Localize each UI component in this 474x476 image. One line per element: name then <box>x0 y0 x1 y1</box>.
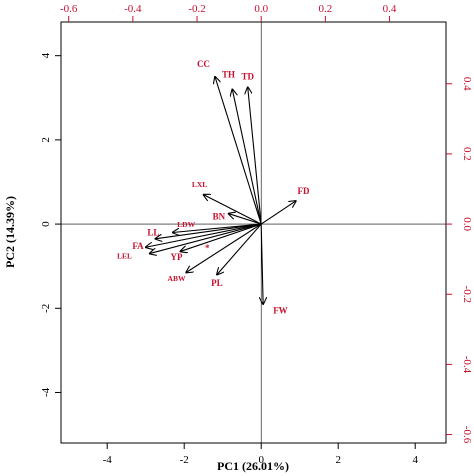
vector-lel-arrow <box>150 223 262 253</box>
x-axis-title: PC1 (26.01%) <box>217 459 289 473</box>
vector-yp-arrow <box>180 223 262 251</box>
vector-ll-arrow <box>155 223 262 239</box>
top-tick-label: -0.2 <box>188 3 205 15</box>
top-tick-label: -0.6 <box>60 3 78 15</box>
x-tick-label: 2 <box>335 454 341 466</box>
vector-bn-arrow <box>228 214 262 225</box>
vector-pl-arrow <box>217 223 262 275</box>
right-tick-label: 0.2 <box>461 147 473 161</box>
x-tick-label: 4 <box>412 454 418 466</box>
vector-fa-label: FA <box>132 241 144 251</box>
vector-td-label: TD <box>241 72 254 82</box>
vector-cc-arrow <box>215 77 262 225</box>
left-axis: -4 -2 0 2 4 <box>40 52 61 397</box>
vector-abw-arrow <box>186 223 262 272</box>
x-tick-label: 0 <box>258 454 264 466</box>
y-tick-label: 4 <box>40 52 52 58</box>
vector-lel-label: LEL <box>117 252 132 261</box>
x-tick-label: -4 <box>103 454 113 466</box>
top-tick-label: -0.4 <box>124 3 142 15</box>
vector-ldw-label: LDW <box>177 220 195 229</box>
top-tick-label: 0.2 <box>318 3 332 15</box>
y-tick-label: 0 <box>40 221 52 227</box>
bottom-axis: -4 -2 0 2 4 <box>103 443 418 466</box>
vector-pl-label: PL <box>211 278 223 288</box>
top-tick-label: 0.0 <box>254 3 268 15</box>
x-tick-label: -2 <box>180 454 189 466</box>
top-tick-label: 0.4 <box>383 3 397 15</box>
vector-fd-label: FD <box>298 186 310 196</box>
vector-yp-label: YP <box>171 252 183 262</box>
vector-lxl-label: LXL <box>192 180 207 189</box>
vector-fw-arrow <box>261 224 263 304</box>
top-axis: -0.6 -0.4 -0.2 0.0 0.2 0.4 <box>60 3 397 22</box>
vector-cc-label: CC <box>197 59 210 69</box>
y-tick-label: -4 <box>40 387 52 397</box>
y-tick-label: 2 <box>40 137 52 143</box>
vector-th-arrow <box>232 89 262 225</box>
right-tick-label: -0.4 <box>461 356 473 374</box>
vector-ldw-arrow <box>173 223 262 232</box>
plot-frame <box>60 21 447 444</box>
vector-fd-arrow <box>260 201 296 225</box>
vector-th-label: TH <box>222 70 235 80</box>
vector-fw-label: FW <box>273 305 288 315</box>
vector-bn-label: BN <box>213 212 226 222</box>
right-tick-label: -0.2 <box>461 286 473 303</box>
y-tick-label: -2 <box>40 304 52 313</box>
right-axis: -0.6 -0.4 -0.2 0.0 0.2 0.4 <box>446 77 473 444</box>
right-tick-label: 0.4 <box>461 77 473 91</box>
y-axis-title: PC2 (14.39%) <box>3 196 17 268</box>
right-tick-label: -0.6 <box>461 426 473 444</box>
right-tick-label: 0.0 <box>461 217 473 231</box>
vector-ll-label: LL <box>147 228 159 238</box>
vector-lxl-arrow <box>203 195 262 225</box>
vector-abw-label: ABW <box>168 274 186 283</box>
observation-point: * <box>205 243 210 253</box>
vector-fa-arrow <box>146 223 262 247</box>
vector-td-arrow <box>248 87 262 225</box>
